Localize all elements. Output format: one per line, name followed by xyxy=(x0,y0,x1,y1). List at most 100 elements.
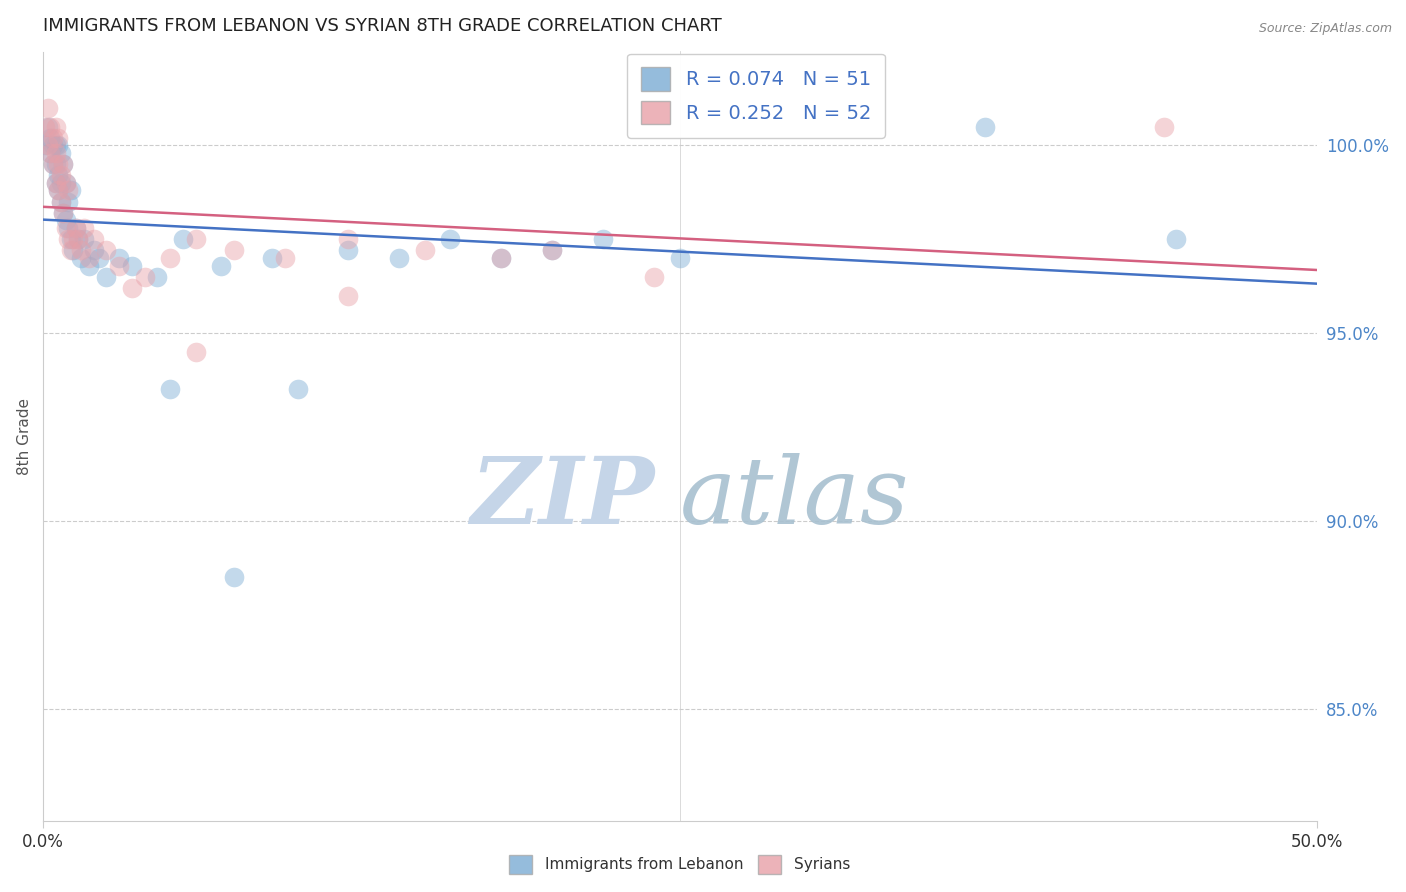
Y-axis label: 8th Grade: 8th Grade xyxy=(17,398,32,475)
Point xyxy=(39,131,62,145)
Point xyxy=(58,232,80,246)
Point xyxy=(96,269,118,284)
Point xyxy=(439,232,461,246)
Point xyxy=(1166,232,1188,246)
Point xyxy=(274,251,297,265)
Point xyxy=(52,157,75,171)
Point xyxy=(44,176,66,190)
Point xyxy=(62,244,84,258)
Point xyxy=(58,183,80,197)
Point xyxy=(42,138,65,153)
Point xyxy=(58,194,80,209)
Point xyxy=(59,232,82,246)
Point xyxy=(121,259,143,273)
Point xyxy=(49,169,72,183)
Point xyxy=(34,138,56,153)
Point xyxy=(44,138,66,153)
Point xyxy=(83,232,105,246)
Point xyxy=(44,145,66,160)
Point xyxy=(49,145,72,160)
Point xyxy=(146,269,169,284)
Point xyxy=(44,120,66,134)
Text: atlas: atlas xyxy=(679,453,910,543)
Point xyxy=(1153,120,1175,134)
Point xyxy=(55,176,77,190)
Point xyxy=(974,120,997,134)
Point xyxy=(209,259,232,273)
Point xyxy=(159,251,181,265)
Point xyxy=(39,145,62,160)
Point xyxy=(46,131,69,145)
Point xyxy=(491,251,513,265)
Point xyxy=(70,251,93,265)
Point xyxy=(337,244,360,258)
Legend: Immigrants from Lebanon, Syrians: Immigrants from Lebanon, Syrians xyxy=(501,846,859,883)
Point xyxy=(121,281,143,295)
Point xyxy=(52,157,75,171)
Point xyxy=(44,157,66,171)
Point xyxy=(46,183,69,197)
Point xyxy=(62,232,84,246)
Point xyxy=(49,194,72,209)
Point xyxy=(52,206,75,220)
Point xyxy=(70,244,93,258)
Point xyxy=(65,221,87,235)
Point xyxy=(491,251,513,265)
Point xyxy=(46,157,69,171)
Point xyxy=(42,131,65,145)
Point xyxy=(337,288,360,302)
Point xyxy=(108,251,131,265)
Point xyxy=(37,138,59,153)
Point xyxy=(134,269,156,284)
Point xyxy=(55,221,77,235)
Point xyxy=(172,232,194,246)
Point xyxy=(39,145,62,160)
Point xyxy=(52,206,75,220)
Point xyxy=(44,176,66,190)
Point xyxy=(184,344,207,359)
Point xyxy=(55,213,77,227)
Point xyxy=(37,101,59,115)
Point xyxy=(42,157,65,171)
Point xyxy=(46,169,69,183)
Point xyxy=(39,120,62,134)
Point xyxy=(413,244,436,258)
Point xyxy=(46,183,69,197)
Point xyxy=(337,232,360,246)
Point xyxy=(222,570,245,584)
Point xyxy=(37,120,59,134)
Point xyxy=(77,251,100,265)
Point xyxy=(668,251,690,265)
Point xyxy=(42,157,65,171)
Point xyxy=(262,251,284,265)
Point xyxy=(46,138,69,153)
Point xyxy=(159,383,181,397)
Point xyxy=(222,244,245,258)
Point xyxy=(592,232,614,246)
Point xyxy=(83,244,105,258)
Point xyxy=(34,120,56,134)
Point xyxy=(108,259,131,273)
Point xyxy=(67,232,90,246)
Point xyxy=(55,176,77,190)
Point xyxy=(287,383,309,397)
Point xyxy=(541,244,564,258)
Point xyxy=(65,221,87,235)
Point xyxy=(58,221,80,235)
Point xyxy=(87,251,110,265)
Text: ZIP: ZIP xyxy=(470,453,654,543)
Point xyxy=(388,251,411,265)
Text: Source: ZipAtlas.com: Source: ZipAtlas.com xyxy=(1258,22,1392,36)
Point xyxy=(49,194,72,209)
Point xyxy=(49,176,72,190)
Point xyxy=(72,232,94,246)
Point xyxy=(59,183,82,197)
Point xyxy=(67,232,90,246)
Point xyxy=(72,221,94,235)
Point xyxy=(59,244,82,258)
Point xyxy=(77,259,100,273)
Point xyxy=(96,244,118,258)
Point xyxy=(541,244,564,258)
Point xyxy=(643,269,665,284)
Point xyxy=(184,232,207,246)
